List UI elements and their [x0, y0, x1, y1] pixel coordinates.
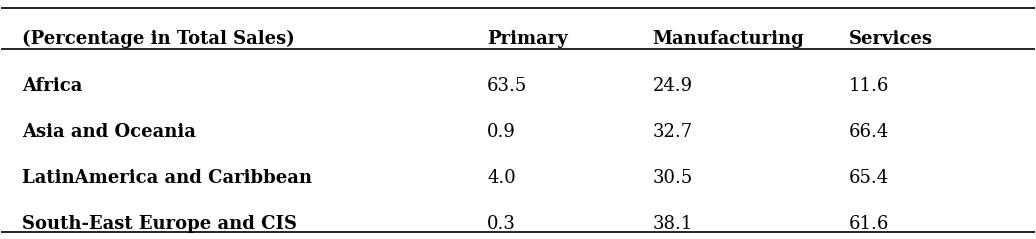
Text: 0.3: 0.3: [487, 215, 516, 233]
Text: 30.5: 30.5: [653, 169, 693, 187]
Text: (Percentage in Total Sales): (Percentage in Total Sales): [22, 30, 295, 48]
Text: Services: Services: [848, 30, 932, 48]
Text: 11.6: 11.6: [848, 77, 889, 95]
Text: South-East Europe and CIS: South-East Europe and CIS: [22, 215, 297, 233]
Text: 63.5: 63.5: [487, 77, 527, 95]
Text: Africa: Africa: [22, 77, 83, 95]
Text: Primary: Primary: [487, 30, 568, 48]
Text: Manufacturing: Manufacturing: [653, 30, 804, 48]
Text: LatinAmerica and Caribbean: LatinAmerica and Caribbean: [22, 169, 312, 187]
Text: 65.4: 65.4: [848, 169, 889, 187]
Text: 61.6: 61.6: [848, 215, 889, 233]
Text: 32.7: 32.7: [653, 123, 692, 141]
Text: 4.0: 4.0: [487, 169, 516, 187]
Text: 0.9: 0.9: [487, 123, 516, 141]
Text: 24.9: 24.9: [653, 77, 692, 95]
Text: 66.4: 66.4: [848, 123, 889, 141]
Text: 38.1: 38.1: [653, 215, 693, 233]
Text: Asia and Oceania: Asia and Oceania: [22, 123, 196, 141]
